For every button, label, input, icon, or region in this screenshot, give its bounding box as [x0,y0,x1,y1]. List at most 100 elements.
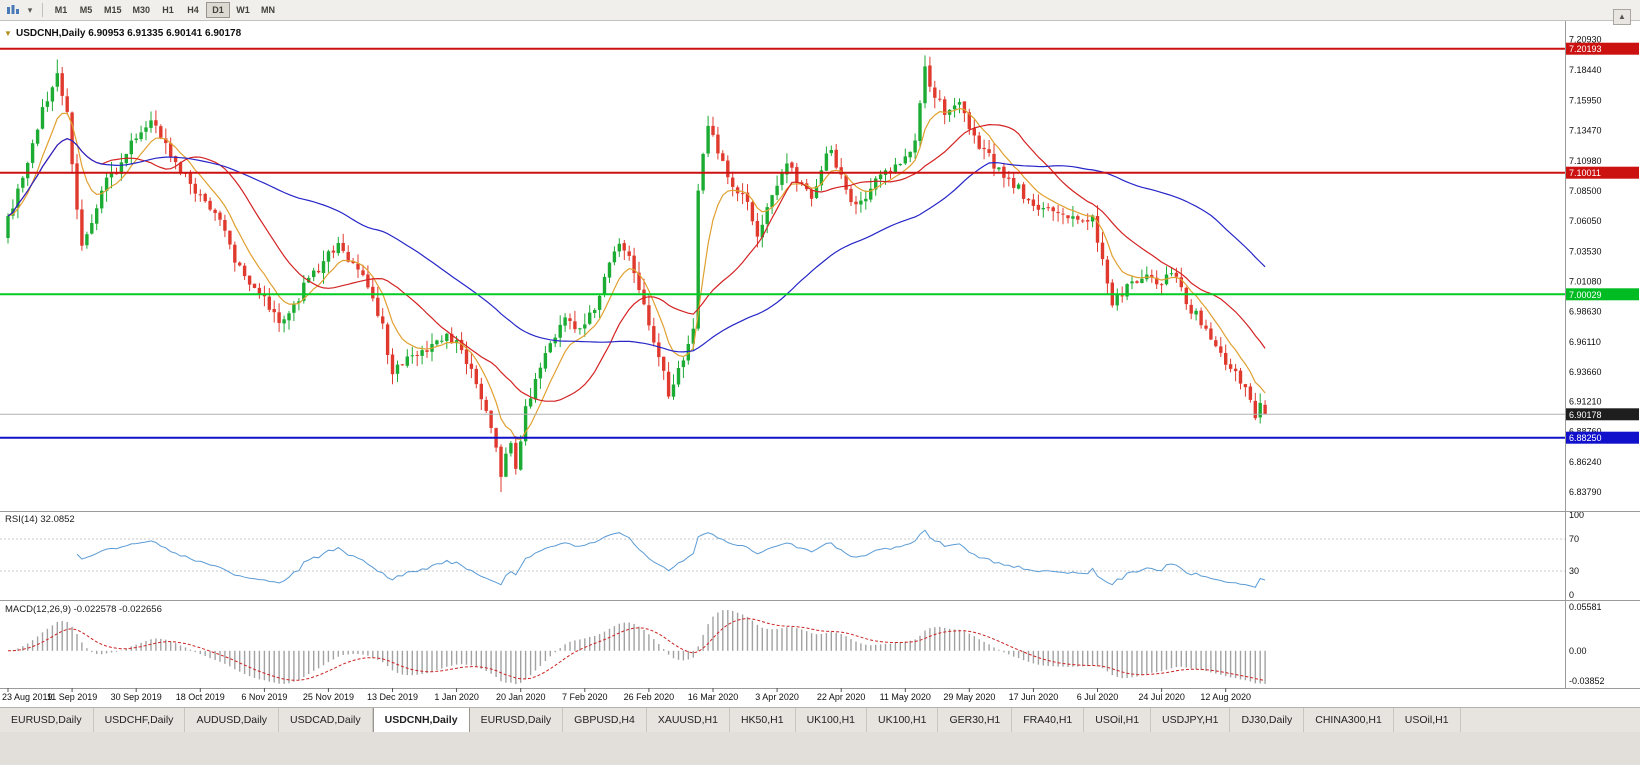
svg-text:26 Feb 2020: 26 Feb 2020 [624,692,675,702]
ma-line-8 [7,107,1266,441]
svg-text:0.00: 0.00 [1569,646,1587,656]
timeframe-button-h1[interactable]: H1 [156,2,180,18]
chart-tab-12-fra40-h1[interactable]: FRA40,H1 [1012,708,1085,732]
svg-text:6 Nov 2019: 6 Nov 2019 [241,692,287,702]
svg-text:0.05581: 0.05581 [1569,602,1602,612]
svg-text:6.93660: 6.93660 [1569,367,1602,377]
svg-text:18 Oct 2019: 18 Oct 2019 [176,692,225,702]
chart-tab-2-audusd-daily[interactable]: AUDUSD,Daily [185,708,280,732]
rsi-line [76,529,1266,588]
price-badge-6.88250: 6.88250 [1566,431,1639,444]
price-badge-7.10011: 7.10011 [1566,166,1639,179]
svg-text:6.98630: 6.98630 [1569,306,1602,316]
price-badge-7.20193: 7.20193 [1566,42,1639,55]
chart-type-icon[interactable] [4,2,22,18]
svg-text:6.88760: 6.88760 [1569,427,1602,437]
svg-text:7.10980: 7.10980 [1569,156,1602,166]
toolbar-separator [42,3,43,17]
svg-text:▼: ▼ [4,29,12,38]
chevron-down-icon[interactable]: ▾ [27,4,33,15]
svg-text:7 Feb 2020: 7 Feb 2020 [562,692,608,702]
bar-chart-glyph [7,5,19,14]
chart-tab-14-usdjpy-h1[interactable]: USDJPY,H1 [1151,708,1231,732]
svg-text:13 Dec 2019: 13 Dec 2019 [367,692,418,702]
svg-text:7.03530: 7.03530 [1569,247,1602,257]
chart-tab-15-dj30-daily[interactable]: DJ30,Daily [1230,708,1305,732]
chart-tab-16-china300-h1[interactable]: CHINA300,H1 [1304,708,1394,732]
timeframe-button-m15[interactable]: M15 [99,2,127,18]
svg-text:17 Jun 2020: 17 Jun 2020 [1009,692,1059,702]
scroll-up-button[interactable]: ▲ [1613,9,1631,25]
svg-text:6.83790: 6.83790 [1569,487,1602,497]
macd-pane-label: MACD(12,26,9) -0.022578 -0.022656 [5,604,162,615]
svg-text:30: 30 [1569,566,1579,576]
timeframe-button-mn[interactable]: MN [256,2,280,18]
svg-text:3 Apr 2020: 3 Apr 2020 [755,692,799,702]
chart-canvas[interactable]: 7.20930 7.18440 7.15950 7.13470 7.10980 7.085… [0,21,1640,707]
timeframe-button-m5[interactable]: M5 [74,2,98,18]
svg-text:22 Apr 2020: 22 Apr 2020 [817,692,866,702]
svg-text:6 Jul 2020: 6 Jul 2020 [1077,692,1119,702]
svg-text:70: 70 [1569,534,1579,544]
price-badge-7.00029: 7.00029 [1566,288,1639,301]
ma-line-20 [7,123,1266,402]
svg-text:24 Jul 2020: 24 Jul 2020 [1138,692,1185,702]
timeframe-button-m1[interactable]: M1 [49,2,73,18]
rsi-pane-label: RSI(14) 32.0852 [5,514,75,525]
svg-text:7.01080: 7.01080 [1569,276,1602,286]
svg-text:29 May 2020: 29 May 2020 [943,692,995,702]
svg-text:25 Nov 2019: 25 Nov 2019 [303,692,354,702]
svg-text:12 Aug 2020: 12 Aug 2020 [1200,692,1251,702]
svg-text:16 Mar 2020: 16 Mar 2020 [688,692,739,702]
svg-text:7.20930: 7.20930 [1569,35,1602,45]
svg-text:7.10011: 7.10011 [1569,168,1601,178]
svg-text:23 Aug 2019: 23 Aug 2019 [2,692,53,702]
svg-text:6.90178: 6.90178 [1569,410,1602,420]
chart-tab-9-uk100-h1[interactable]: UK100,H1 [795,708,868,732]
ma-line-60 [7,138,1266,353]
top-toolbar: ▾ M1 M5 M15 M30 H1 H4 D1 W1 MN [0,0,1640,21]
svg-text:11 May 2020: 11 May 2020 [880,692,931,702]
chart-tab-8-hk50-h1[interactable]: HK50,H1 [729,708,796,732]
chart-tab-7-xauusd-h1[interactable]: XAUUSD,H1 [646,708,730,732]
chart-tab-3-usdcad-daily[interactable]: USDCAD,Daily [279,708,373,732]
chart-tab-6-gbpusd-h4[interactable]: GBPUSD,H4 [563,708,647,732]
svg-text:11 Sep 2019: 11 Sep 2019 [47,692,97,702]
macd-signal-line [7,618,1266,681]
chart-tab-bar: EURUSD,Daily USDCHF,Daily AUDUSD,Daily USDC… [0,707,1640,732]
timeframe-button-m30[interactable]: M30 [128,2,156,18]
svg-text:100: 100 [1569,510,1584,520]
chart-tab-0-eurusd-daily[interactable]: EURUSD,Daily [0,708,94,732]
svg-text:7.18440: 7.18440 [1569,65,1602,75]
svg-text:7.15950: 7.15950 [1569,95,1602,105]
chart-tab-4-usdcnh-daily[interactable]: USDCNH,Daily [372,708,470,732]
chart-tab-10-uk100-h1[interactable]: UK100,H1 [867,708,939,732]
chart-tab-13-usoil-h1[interactable]: USOil,H1 [1084,708,1152,732]
svg-text:0: 0 [1569,590,1574,600]
chart-tab-17-usoil-h1[interactable]: USOil,H1 [1393,708,1461,732]
svg-text:1 Jan 2020: 1 Jan 2020 [434,692,479,702]
svg-text:6.91210: 6.91210 [1569,397,1602,407]
svg-text:6.86240: 6.86240 [1569,457,1602,467]
svg-text:7.13470: 7.13470 [1569,126,1602,136]
timeframe-button-d1[interactable]: D1 [206,2,231,18]
chart-header-ohlc: USDCNH,Daily 6.90953 6.91335 6.90141 6.9… [16,28,242,39]
chart-tab-11-ger30-h1[interactable]: GER30,H1 [938,708,1013,732]
timeframe-button-h4[interactable]: H4 [181,2,205,18]
macd-histogram [12,610,1266,685]
chart-tab-5-eurusd-daily[interactable]: EURUSD,Daily [469,708,564,732]
svg-text:7.08500: 7.08500 [1569,186,1602,196]
svg-text:6.96110: 6.96110 [1569,337,1601,347]
svg-text:6.88250: 6.88250 [1569,433,1602,443]
svg-text:30 Sep 2019: 30 Sep 2019 [111,692,162,702]
chart-tab-1-usdchf-daily[interactable]: USDCHF,Daily [93,708,186,732]
timeframe-button-w1[interactable]: W1 [231,2,255,18]
svg-text:7.00029: 7.00029 [1569,290,1602,300]
price-badge-6.90178: 6.90178 [1566,408,1639,421]
svg-text:-0.03852: -0.03852 [1569,676,1605,686]
svg-text:7.20193: 7.20193 [1569,44,1602,54]
svg-text:20 Jan 2020: 20 Jan 2020 [496,692,546,702]
timeframe-toolbar: M1 M5 M15 M30 H1 H4 D1 W1 MN [49,2,280,18]
svg-text:7.06050: 7.06050 [1569,216,1602,226]
